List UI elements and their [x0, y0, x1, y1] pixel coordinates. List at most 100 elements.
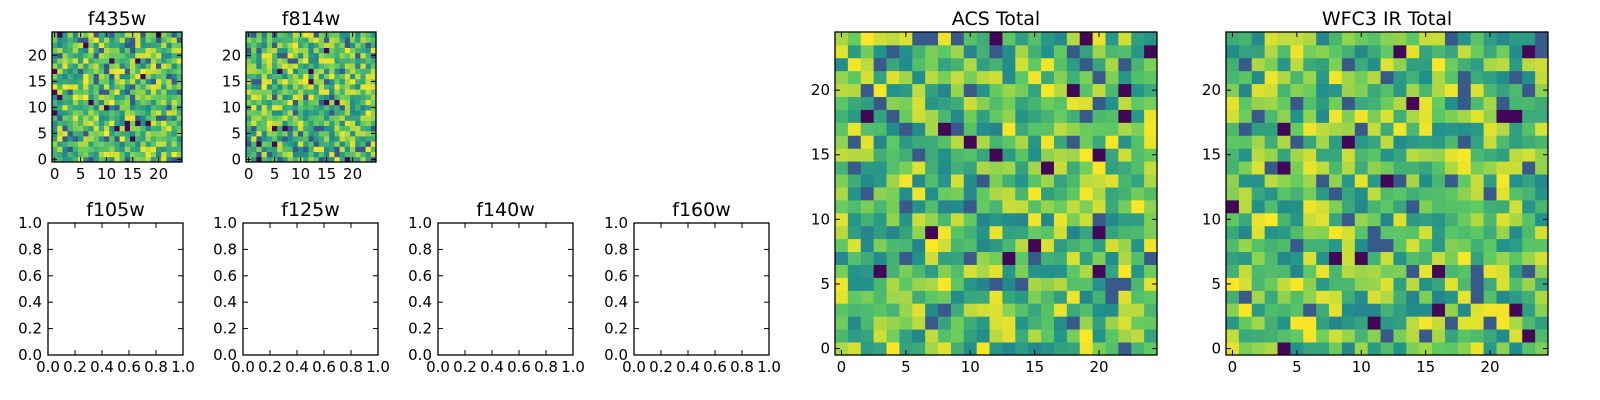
- heatmap-cell: [156, 63, 162, 69]
- heatmap-cell: [324, 130, 330, 137]
- heatmap-cell: [989, 342, 1003, 356]
- heatmap-cell: [1535, 329, 1549, 343]
- heatmap-cell: [1238, 44, 1253, 59]
- heatmap-cell: [135, 68, 141, 74]
- panel-title: f125w: [281, 199, 340, 221]
- heatmap-cell: [1131, 122, 1145, 136]
- heatmap-cell: [88, 125, 94, 132]
- heatmap-cell: [912, 251, 926, 265]
- heatmap-cell: [114, 37, 120, 43]
- heatmap-cell: [67, 52, 74, 59]
- heatmap-cell: [1419, 161, 1433, 175]
- heatmap-cell: [1457, 83, 1472, 97]
- heatmap-cell: [298, 47, 304, 54]
- heatmap-cell: [1092, 148, 1106, 162]
- heatmap-cell: [355, 37, 361, 43]
- heatmap-cell: [1277, 290, 1291, 304]
- heatmap-cell: [1380, 122, 1394, 136]
- heatmap-cell: [860, 161, 875, 175]
- heatmap-cell: [72, 47, 79, 54]
- heatmap-cell: [1105, 109, 1119, 123]
- y-tick-label: 1.0: [604, 214, 628, 232]
- heatmap-cell: [166, 58, 172, 64]
- heatmap-cell: [150, 32, 157, 38]
- heatmap-cell: [925, 148, 939, 162]
- heatmap-cell: [1432, 187, 1446, 201]
- heatmap-cell: [886, 329, 900, 343]
- heatmap-cell: [67, 42, 74, 48]
- heatmap-cell: [1444, 238, 1459, 253]
- heatmap-cell: [1079, 199, 1093, 214]
- heatmap-cell: [344, 73, 351, 80]
- heatmap-cell: [98, 42, 105, 48]
- heatmap-cell: [1316, 122, 1330, 136]
- heatmap-cell: [1079, 32, 1093, 46]
- heatmap-cell: [1277, 277, 1291, 291]
- heatmap-cell: [360, 47, 366, 54]
- heatmap-cell: [88, 84, 94, 90]
- heatmap-cell: [963, 83, 978, 97]
- heatmap-cell: [150, 58, 157, 64]
- heatmap-cell: [938, 264, 952, 278]
- heatmap-cell: [370, 84, 377, 90]
- heatmap-cell: [161, 58, 167, 64]
- heatmap-cell: [67, 115, 74, 121]
- heatmap-cell: [83, 99, 89, 106]
- heatmap-cell: [1002, 329, 1016, 343]
- heatmap-cell: [308, 47, 314, 54]
- heatmap-cell: [963, 148, 978, 162]
- heatmap-cell: [1092, 212, 1106, 227]
- heatmap-cell: [72, 151, 79, 158]
- heatmap-cell: [287, 110, 294, 116]
- heatmap-cell: [124, 125, 131, 132]
- heatmap-cell: [150, 104, 157, 111]
- heatmap-cell: [156, 99, 162, 106]
- heatmap-cell: [1509, 238, 1523, 253]
- heatmap-cell: [150, 130, 157, 137]
- heatmap-cell: [1316, 225, 1330, 240]
- heatmap-cell: [251, 156, 257, 163]
- heatmap-cell: [1041, 83, 1055, 97]
- heatmap-cell: [261, 73, 268, 80]
- heatmap-cell: [1015, 96, 1029, 110]
- heatmap-cell: [1105, 44, 1119, 59]
- heatmap-cell: [176, 32, 183, 38]
- heatmap-cell: [261, 58, 268, 64]
- heatmap-cell: [365, 84, 372, 90]
- heatmap-cell: [119, 42, 126, 48]
- heatmap-cell: [292, 110, 299, 116]
- heatmap-cell: [1251, 251, 1266, 265]
- heatmap-cell: [1367, 135, 1381, 149]
- heatmap-cell: [847, 303, 862, 317]
- heatmap-cell: [1509, 277, 1523, 291]
- heatmap-cell: [246, 73, 252, 80]
- heatmap-cell: [282, 52, 288, 59]
- heatmap-cell: [1483, 57, 1497, 72]
- heatmap-cell: [150, 37, 157, 43]
- heatmap-cell: [324, 68, 330, 74]
- heatmap-cell: [171, 89, 178, 95]
- heatmap-cell: [140, 68, 146, 74]
- heatmap-cell: [256, 37, 262, 43]
- x-tick-label: 0.8: [730, 358, 754, 376]
- heatmap-cell: [171, 73, 178, 80]
- heatmap-cell: [1226, 264, 1240, 278]
- heatmap-cell: [976, 70, 990, 85]
- heatmap-cell: [72, 32, 79, 38]
- heatmap-cell: [298, 115, 304, 121]
- heatmap-cell: [1522, 96, 1536, 110]
- heatmap-cell: [1432, 277, 1446, 291]
- heatmap-cell: [57, 68, 63, 74]
- heatmap-cell: [1329, 161, 1343, 175]
- x-tick-label: 0.4: [285, 358, 309, 376]
- heatmap-cell: [1041, 290, 1055, 304]
- heatmap-cell: [360, 89, 366, 95]
- heatmap-cell: [272, 58, 278, 64]
- heatmap-cell: [1277, 329, 1291, 343]
- heatmap-cell: [130, 110, 136, 116]
- heatmap-cell: [1483, 238, 1497, 253]
- heatmap-cell: [261, 110, 268, 116]
- heatmap-cell: [1264, 57, 1278, 72]
- heatmap-cell: [847, 342, 862, 356]
- heatmap-cell: [1028, 122, 1042, 136]
